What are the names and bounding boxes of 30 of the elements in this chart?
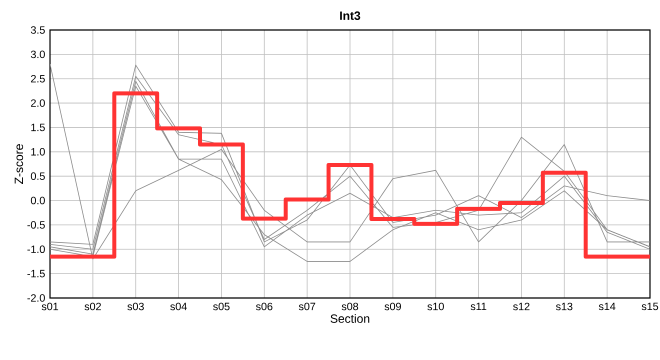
x-tick-label: s02 bbox=[84, 302, 101, 310]
y-tick-label: 0.5 bbox=[30, 172, 45, 180]
x-tick-label: s06 bbox=[256, 302, 272, 310]
y-tick-label: 3.0 bbox=[30, 50, 45, 58]
x-tick-label: s10 bbox=[427, 302, 444, 310]
chart-title: Int3 bbox=[340, 11, 360, 20]
y-tick-label: 1.5 bbox=[31, 124, 45, 132]
y-tick-label: 1.0 bbox=[31, 148, 45, 156]
x-tick-label: s05 bbox=[213, 302, 230, 310]
x-axis-title: Section bbox=[330, 314, 370, 323]
y-tick-label: -1.0 bbox=[27, 245, 45, 254]
x-tick-label: s15 bbox=[642, 302, 658, 310]
x-tick-label: s07 bbox=[298, 302, 316, 310]
y-tick-label: 2.0 bbox=[31, 99, 45, 107]
x-tick-label: s03 bbox=[127, 302, 144, 310]
x-tick-label: s09 bbox=[384, 302, 401, 310]
y-tick-label: 3.5 bbox=[30, 26, 45, 34]
y-tick-label: -1.5 bbox=[27, 270, 45, 278]
y-axis-title: Z-score bbox=[14, 144, 24, 184]
y-tick-label: -2.0 bbox=[27, 294, 45, 302]
x-tick-label: s08 bbox=[342, 302, 358, 310]
y-tick-label: -0.5 bbox=[27, 221, 45, 229]
x-tick-label: s01 bbox=[42, 302, 58, 310]
x-tick-label: s11 bbox=[470, 302, 486, 310]
x-tick-label: s12 bbox=[513, 302, 530, 310]
x-tick-label: s14 bbox=[598, 302, 616, 310]
y-tick-label: 0.0 bbox=[30, 196, 45, 204]
y-tick-label: 2.5 bbox=[31, 74, 45, 82]
x-tick-label: s13 bbox=[556, 302, 572, 310]
x-tick-label: s04 bbox=[170, 302, 187, 310]
